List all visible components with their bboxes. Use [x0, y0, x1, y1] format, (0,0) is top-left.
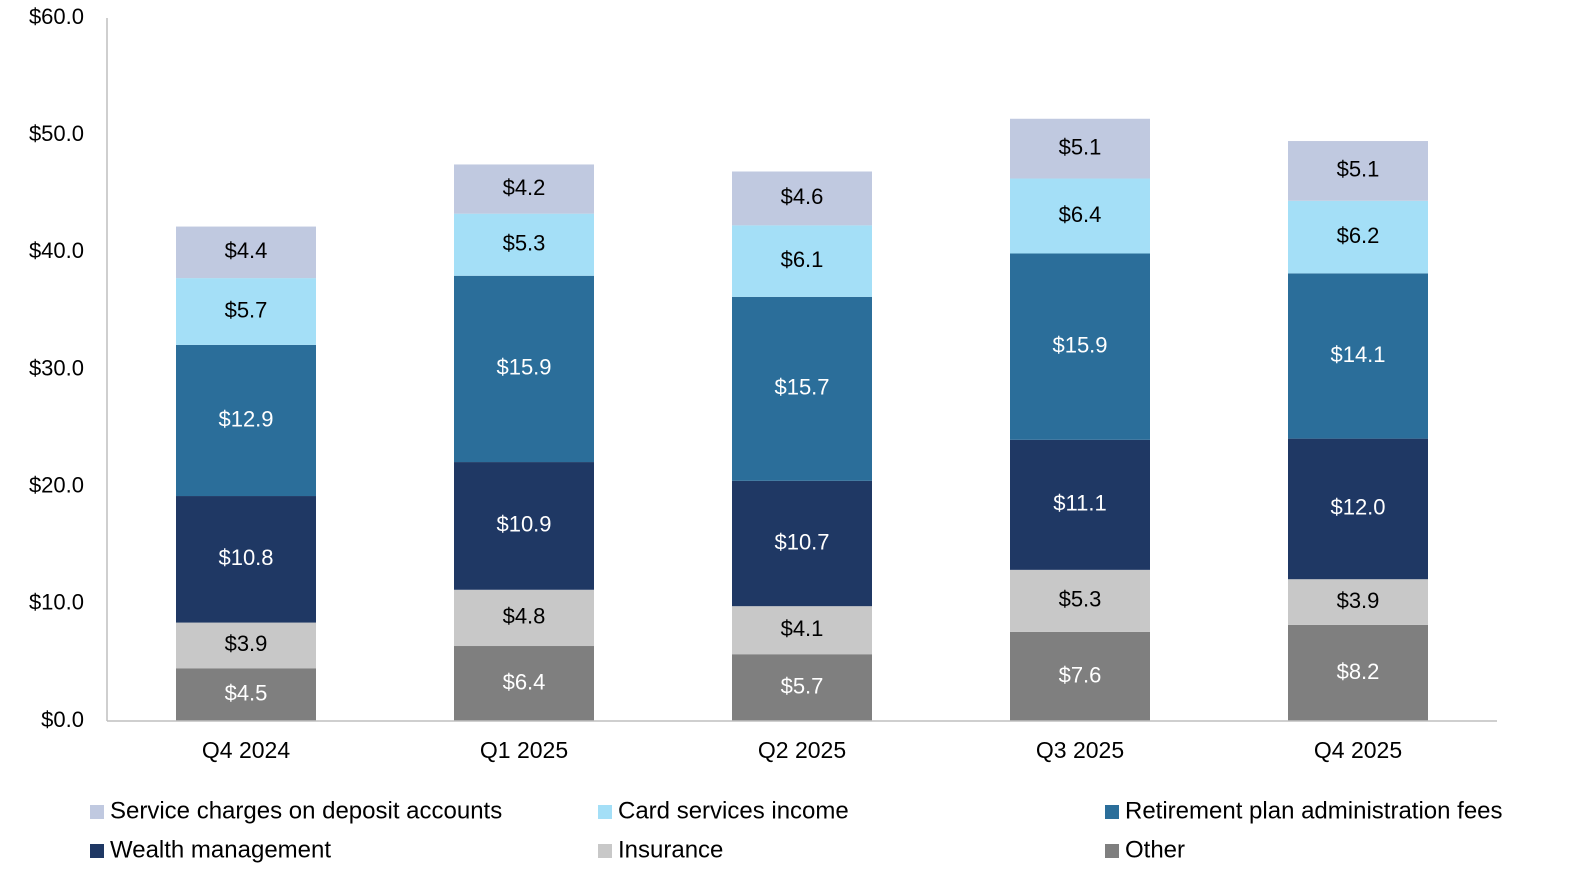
bar-segment	[176, 226, 316, 279]
bar-segment	[732, 480, 872, 607]
value-label: $11.1	[1053, 491, 1106, 516]
legend-label: Other	[1125, 836, 1185, 863]
value-label: $15.9	[496, 355, 551, 380]
value-label: $10.8	[218, 545, 273, 570]
value-label: $10.9	[496, 512, 551, 537]
bar-segment	[454, 213, 594, 276]
value-label: $5.3	[1059, 587, 1102, 612]
value-label: $3.9	[225, 631, 268, 656]
y-tick-label: $20.0	[29, 472, 84, 497]
value-label: $5.3	[503, 231, 546, 256]
y-tick-label: $50.0	[29, 121, 84, 146]
x-tick-label: Q2 2025	[758, 737, 846, 763]
bar-segment	[1288, 438, 1428, 580]
y-tick-label: $0.0	[41, 707, 84, 732]
legend-swatch	[1105, 805, 1119, 819]
value-label: $4.8	[503, 604, 546, 629]
x-tick-label: Q4 2024	[202, 737, 290, 763]
value-label: $6.4	[503, 669, 546, 694]
value-label: $4.1	[781, 616, 824, 641]
x-tick-label: Q4 2025	[1314, 737, 1402, 763]
y-tick-label: $40.0	[29, 238, 84, 263]
bar-segment	[1010, 118, 1150, 179]
value-label: $15.9	[1052, 332, 1107, 357]
value-label: $6.1	[781, 247, 824, 272]
bar-segment	[1010, 569, 1150, 632]
value-label: $4.2	[503, 175, 546, 200]
y-tick-label: $10.0	[29, 590, 84, 615]
bar-segment	[1288, 200, 1428, 274]
bar-segment	[732, 225, 872, 297]
bar-segment	[1288, 141, 1428, 201]
legend-label: Retirement plan administration fees	[1125, 797, 1503, 824]
bar-segment	[732, 296, 872, 481]
bar-segment	[454, 589, 594, 647]
bar-segment	[454, 164, 594, 214]
value-label: $15.7	[774, 375, 829, 400]
value-label: $5.7	[781, 673, 824, 698]
value-label: $3.9	[1337, 588, 1380, 613]
bar-segment	[1010, 631, 1150, 721]
value-label: $12.9	[218, 406, 273, 431]
bar-segment	[1288, 273, 1428, 439]
value-label: $6.4	[1059, 202, 1102, 227]
value-label: $4.6	[781, 184, 824, 209]
bar-segment	[176, 668, 316, 721]
bar-segment	[1288, 579, 1428, 625]
bar-segment	[1010, 178, 1150, 254]
y-tick-label: $30.0	[29, 355, 84, 380]
value-label: $6.2	[1337, 223, 1380, 248]
legend-swatch	[598, 805, 612, 819]
legend-swatch	[1105, 844, 1119, 858]
bar-segment	[732, 606, 872, 655]
value-label: $10.7	[774, 529, 829, 554]
legend-label: Service charges on deposit accounts	[110, 797, 502, 824]
value-label: $4.5	[225, 680, 268, 705]
bar-segment	[454, 462, 594, 590]
legend-label: Card services income	[618, 797, 849, 824]
x-tick-label: Q3 2025	[1036, 737, 1124, 763]
bar-segment	[454, 275, 594, 463]
bar-segment	[176, 496, 316, 623]
bar-segment	[176, 622, 316, 669]
value-label: $8.2	[1337, 659, 1380, 684]
value-label: $4.4	[225, 238, 268, 263]
bar-segment	[732, 654, 872, 721]
legend-swatch	[598, 844, 612, 858]
value-label: $12.0	[1330, 495, 1385, 520]
legend-swatch	[90, 844, 104, 858]
bar-segment	[1010, 439, 1150, 570]
value-label: $5.7	[225, 297, 268, 322]
value-label: $5.1	[1059, 134, 1102, 159]
x-tick-label: Q1 2025	[480, 737, 568, 763]
legend-label: Insurance	[618, 836, 723, 863]
value-label: $5.1	[1337, 157, 1380, 182]
bar-segment	[176, 278, 316, 345]
bar-segment	[454, 646, 594, 721]
bar-segment	[1288, 624, 1428, 721]
bar-segment	[1010, 253, 1150, 440]
value-label: $7.6	[1059, 662, 1102, 687]
bar-segment	[176, 344, 316, 497]
y-tick-label: $60.0	[29, 4, 84, 29]
legend-label: Wealth management	[110, 836, 331, 863]
bar-segment	[732, 171, 872, 226]
legend-swatch	[90, 805, 104, 819]
value-label: $14.1	[1330, 342, 1385, 367]
